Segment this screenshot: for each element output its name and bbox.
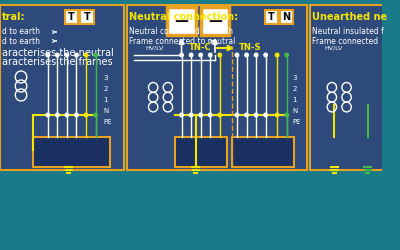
Text: N: N xyxy=(283,12,291,22)
Text: Unearthed ne: Unearthed ne xyxy=(312,12,387,22)
Text: 1: 1 xyxy=(103,97,108,103)
Text: Frame connected to neutral: Frame connected to neutral xyxy=(129,36,235,46)
Text: aracterises the neutral: aracterises the neutral xyxy=(2,48,114,58)
Text: N: N xyxy=(103,108,108,114)
Circle shape xyxy=(65,113,69,117)
FancyBboxPatch shape xyxy=(0,5,124,170)
Text: HV/LV: HV/LV xyxy=(146,46,164,51)
Text: 2: 2 xyxy=(103,86,108,92)
Circle shape xyxy=(264,113,267,117)
Circle shape xyxy=(264,53,267,57)
FancyBboxPatch shape xyxy=(310,5,386,170)
Text: 1: 1 xyxy=(292,97,297,103)
Circle shape xyxy=(254,113,258,117)
Circle shape xyxy=(235,113,239,117)
FancyBboxPatch shape xyxy=(80,10,94,24)
Circle shape xyxy=(56,53,59,57)
Circle shape xyxy=(275,113,279,117)
Text: —: — xyxy=(175,14,188,28)
Circle shape xyxy=(84,113,88,117)
Circle shape xyxy=(208,113,212,117)
Circle shape xyxy=(254,53,258,57)
FancyBboxPatch shape xyxy=(201,7,229,35)
Circle shape xyxy=(199,113,202,117)
Circle shape xyxy=(189,113,193,117)
Text: HV/LV: HV/LV xyxy=(324,46,343,51)
Text: T: T xyxy=(68,12,75,22)
Circle shape xyxy=(75,113,78,117)
Circle shape xyxy=(245,113,248,117)
FancyBboxPatch shape xyxy=(280,10,293,24)
Circle shape xyxy=(65,53,69,57)
Circle shape xyxy=(56,113,59,117)
Circle shape xyxy=(189,53,193,57)
Text: T: T xyxy=(268,12,275,22)
FancyBboxPatch shape xyxy=(127,5,307,170)
FancyBboxPatch shape xyxy=(265,10,278,24)
Text: d to earth: d to earth xyxy=(2,28,40,36)
Text: N: N xyxy=(292,108,298,114)
Text: 3: 3 xyxy=(292,75,297,81)
Text: 2: 2 xyxy=(292,86,297,92)
Circle shape xyxy=(180,113,183,117)
Circle shape xyxy=(285,53,288,57)
FancyBboxPatch shape xyxy=(232,137,294,167)
Circle shape xyxy=(218,113,222,117)
Text: T: T xyxy=(84,12,90,22)
Text: aracterises the frames: aracterises the frames xyxy=(2,57,112,67)
Circle shape xyxy=(84,53,88,57)
Circle shape xyxy=(94,53,97,57)
Text: TN-C: TN-C xyxy=(189,44,212,52)
Text: Neutral connected to earth: Neutral connected to earth xyxy=(129,28,233,36)
Circle shape xyxy=(235,53,239,57)
Circle shape xyxy=(275,53,279,57)
Circle shape xyxy=(285,113,288,117)
Circle shape xyxy=(46,53,50,57)
Text: PE: PE xyxy=(292,119,301,125)
Text: Neutral insulated f: Neutral insulated f xyxy=(312,28,383,36)
Text: tral:: tral: xyxy=(2,12,26,22)
Text: Frame connected: Frame connected xyxy=(312,36,378,46)
Circle shape xyxy=(46,113,50,117)
Circle shape xyxy=(75,53,78,57)
Text: d to earth: d to earth xyxy=(2,36,40,46)
Text: 3: 3 xyxy=(103,75,108,81)
Circle shape xyxy=(245,53,248,57)
FancyBboxPatch shape xyxy=(65,10,78,24)
FancyBboxPatch shape xyxy=(34,137,110,167)
FancyBboxPatch shape xyxy=(167,7,196,35)
Circle shape xyxy=(218,53,222,57)
FancyBboxPatch shape xyxy=(175,137,228,167)
Text: PE: PE xyxy=(103,119,112,125)
Circle shape xyxy=(208,53,212,57)
Text: —: — xyxy=(208,14,222,28)
Circle shape xyxy=(199,53,202,57)
Text: Neutral connection:: Neutral connection: xyxy=(129,12,238,22)
Circle shape xyxy=(94,113,97,117)
Text: TN-S: TN-S xyxy=(239,44,262,52)
Circle shape xyxy=(180,53,183,57)
